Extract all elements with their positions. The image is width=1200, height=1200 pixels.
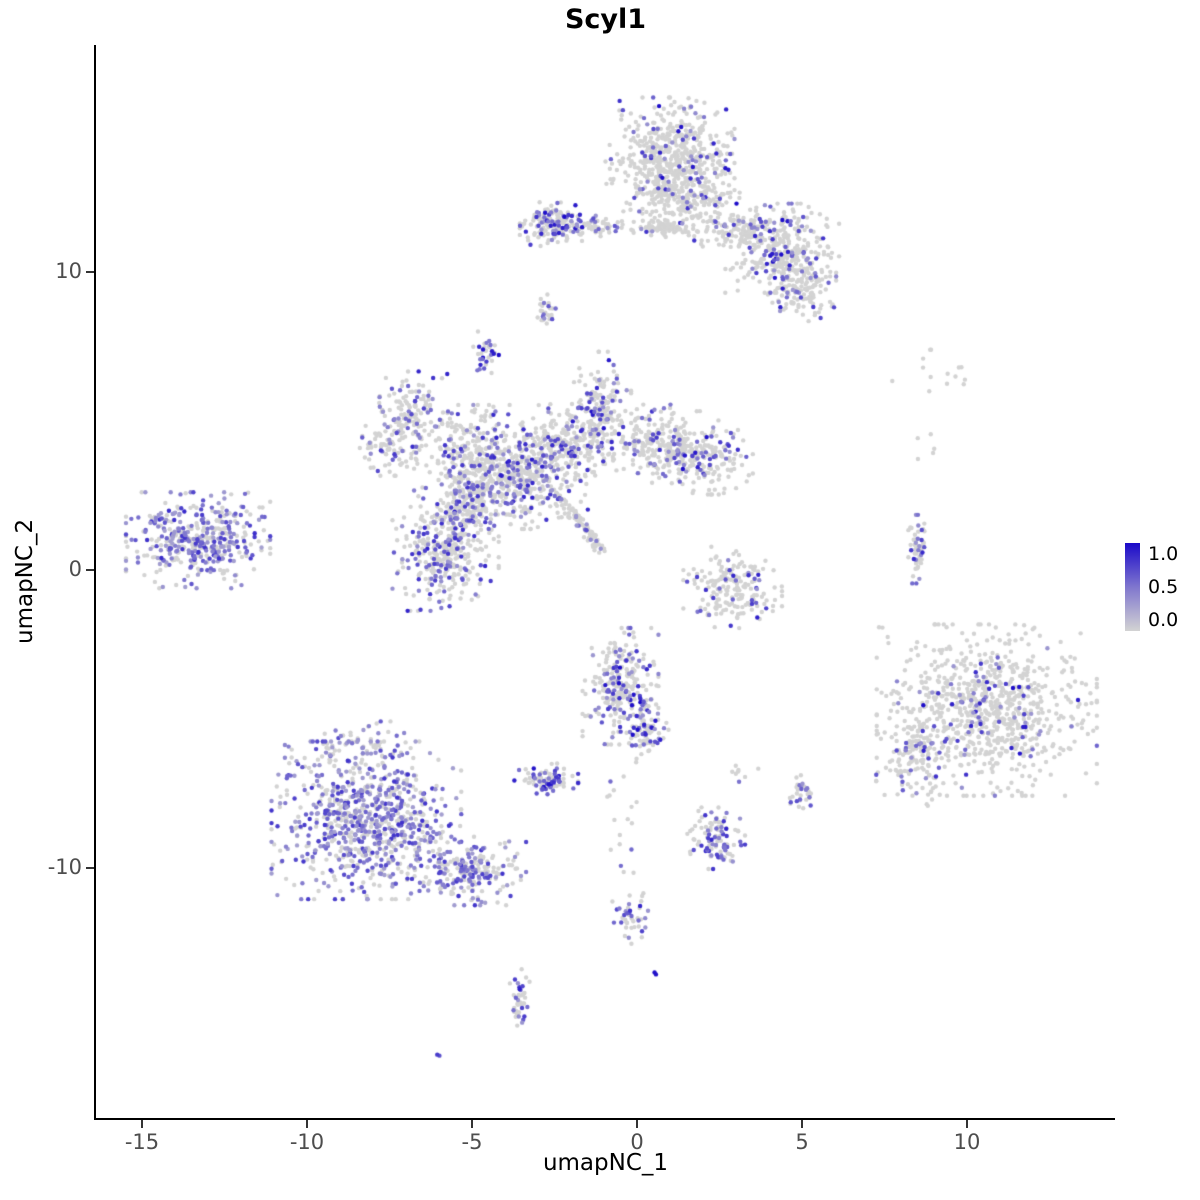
legend-label-mid: 0.5 [1148, 576, 1179, 598]
x-tick-label: 0 [630, 1130, 644, 1154]
y-tick-label: 0 [68, 557, 82, 581]
legend-label-low: 0.0 [1148, 609, 1179, 631]
x-tick-label: 10 [953, 1130, 981, 1154]
x-axis-title: umapNC_1 [542, 1150, 669, 1176]
expression-legend: 1.0 0.5 0.0 [1125, 543, 1178, 631]
x-axis-line [94, 1118, 1115, 1120]
x-tick-mark [306, 1120, 308, 1128]
y-tick-mark [86, 271, 94, 273]
y-axis-title: umapNC_2 [12, 518, 38, 645]
y-tick-label: 10 [55, 259, 82, 283]
x-tick-label: 5 [795, 1130, 809, 1154]
legend-labels: 1.0 0.5 0.0 [1148, 543, 1178, 631]
x-tick-mark [636, 1120, 638, 1128]
y-tick-mark [86, 569, 94, 571]
legend-label-high: 1.0 [1148, 543, 1179, 565]
y-tick-label: -10 [47, 855, 82, 879]
x-tick-label: -5 [461, 1130, 483, 1154]
x-tick-mark [141, 1120, 143, 1128]
y-tick-mark [86, 867, 94, 869]
legend-gradient-bar [1125, 543, 1140, 631]
x-tick-label: -15 [124, 1130, 160, 1154]
x-tick-mark [471, 1120, 473, 1128]
plot-title: Scyl1 [564, 4, 647, 35]
x-tick-label: -10 [289, 1130, 325, 1154]
y-axis-line [94, 45, 96, 1120]
scatter-canvas [96, 45, 1115, 1118]
x-tick-mark [801, 1120, 803, 1128]
x-tick-mark [966, 1120, 968, 1128]
